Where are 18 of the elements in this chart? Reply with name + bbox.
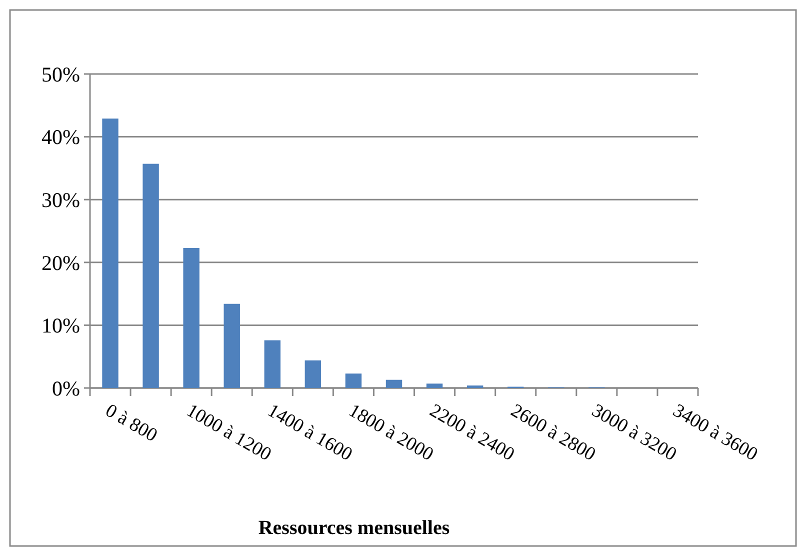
y-tick-label: 10% <box>42 314 80 338</box>
bar <box>304 360 322 388</box>
bar <box>466 385 484 388</box>
x-axis-title: Ressources mensuelles <box>258 517 450 539</box>
y-tick-label: 30% <box>42 188 80 212</box>
x-tick-label: 0 à 800 <box>102 400 161 446</box>
bar <box>224 304 240 388</box>
y-tick-label: 0% <box>52 376 80 400</box>
bar <box>345 374 362 388</box>
bar <box>386 380 402 388</box>
y-tick-label: 50% <box>42 62 80 86</box>
bar <box>264 340 281 388</box>
y-tick-label: 40% <box>42 125 80 150</box>
bar <box>142 164 159 388</box>
bar <box>102 118 118 388</box>
y-tick-label: 20% <box>42 250 80 275</box>
bar <box>183 248 200 388</box>
bar <box>426 384 443 388</box>
